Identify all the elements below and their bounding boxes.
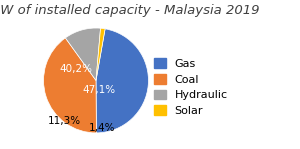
Text: 47,1%: 47,1%	[82, 85, 115, 95]
Wedge shape	[44, 38, 96, 133]
Wedge shape	[96, 29, 148, 133]
Legend: Gas, Coal, Hydraulic, Solar: Gas, Coal, Hydraulic, Solar	[150, 53, 232, 121]
Text: 1,4%: 1,4%	[89, 123, 116, 133]
Wedge shape	[65, 28, 101, 80]
Text: 40,2%: 40,2%	[60, 64, 93, 74]
Text: 11,3%: 11,3%	[48, 116, 81, 126]
Text: 23 GW of installed capacity - Malaysia 2019: 23 GW of installed capacity - Malaysia 2…	[0, 4, 259, 17]
Wedge shape	[96, 28, 105, 80]
